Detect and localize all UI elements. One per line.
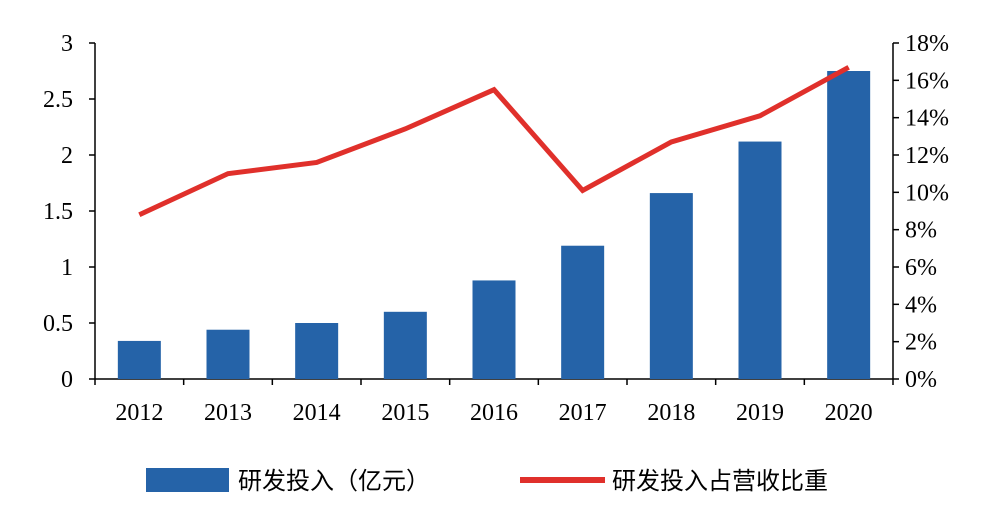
- x-tick-label: 2018: [647, 400, 695, 426]
- left-tick-label: 2: [61, 143, 73, 169]
- left-tick-label: 1.5: [43, 199, 73, 225]
- bar: [738, 141, 782, 379]
- right-tick-label: 2%: [905, 330, 937, 356]
- legend: 研发投入（亿元） 研发投入占营收比重: [146, 467, 828, 495]
- bar: [117, 340, 161, 379]
- legend-line-label: 研发投入占营收比重: [612, 467, 828, 495]
- right-tick-label: 0%: [905, 367, 937, 393]
- bar: [206, 329, 250, 379]
- left-tick-label: 3: [61, 31, 73, 57]
- x-tick-label: 2019: [736, 400, 784, 426]
- right-tick-label: 12%: [905, 143, 949, 169]
- left-tick-label: 2.5: [43, 87, 73, 113]
- left-tick-label: 0: [61, 367, 73, 393]
- x-tick-label: 2012: [115, 400, 163, 426]
- x-tick-label: 2013: [204, 400, 252, 426]
- left-tick-label: 0.5: [43, 311, 73, 337]
- bar: [561, 245, 605, 379]
- legend-bar-label: 研发投入（亿元）: [238, 467, 430, 495]
- right-tick-label: 18%: [905, 31, 949, 57]
- x-tick-label: 2015: [381, 400, 429, 426]
- x-tick-label: 2020: [825, 400, 873, 426]
- bar: [383, 311, 427, 379]
- x-tick-label: 2014: [293, 400, 341, 426]
- bar: [649, 193, 693, 379]
- left-tick-label: 1: [61, 255, 73, 281]
- x-tick-label: 2017: [559, 400, 607, 426]
- right-tick-label: 8%: [905, 218, 937, 244]
- right-tick-label: 14%: [905, 106, 949, 132]
- tick-labels: 0 0.5 1 1.5 2 2.5 3 0% 2% 4% 6% 8% 10% 12% 14% 16% 18% 20…: [43, 31, 949, 426]
- right-tick-label: 10%: [905, 180, 949, 206]
- bar: [472, 280, 516, 379]
- x-tick-label: 2016: [470, 400, 518, 426]
- right-tick-label: 6%: [905, 255, 937, 281]
- bar: [295, 323, 339, 379]
- line-series: [138, 65, 850, 218]
- right-tick-label: 4%: [905, 292, 937, 318]
- legend-line-swatch: [520, 477, 605, 483]
- bar: [827, 71, 871, 379]
- bar-series: [117, 71, 871, 379]
- right-tick-label: 16%: [905, 68, 949, 94]
- legend-bar-swatch: [146, 468, 229, 492]
